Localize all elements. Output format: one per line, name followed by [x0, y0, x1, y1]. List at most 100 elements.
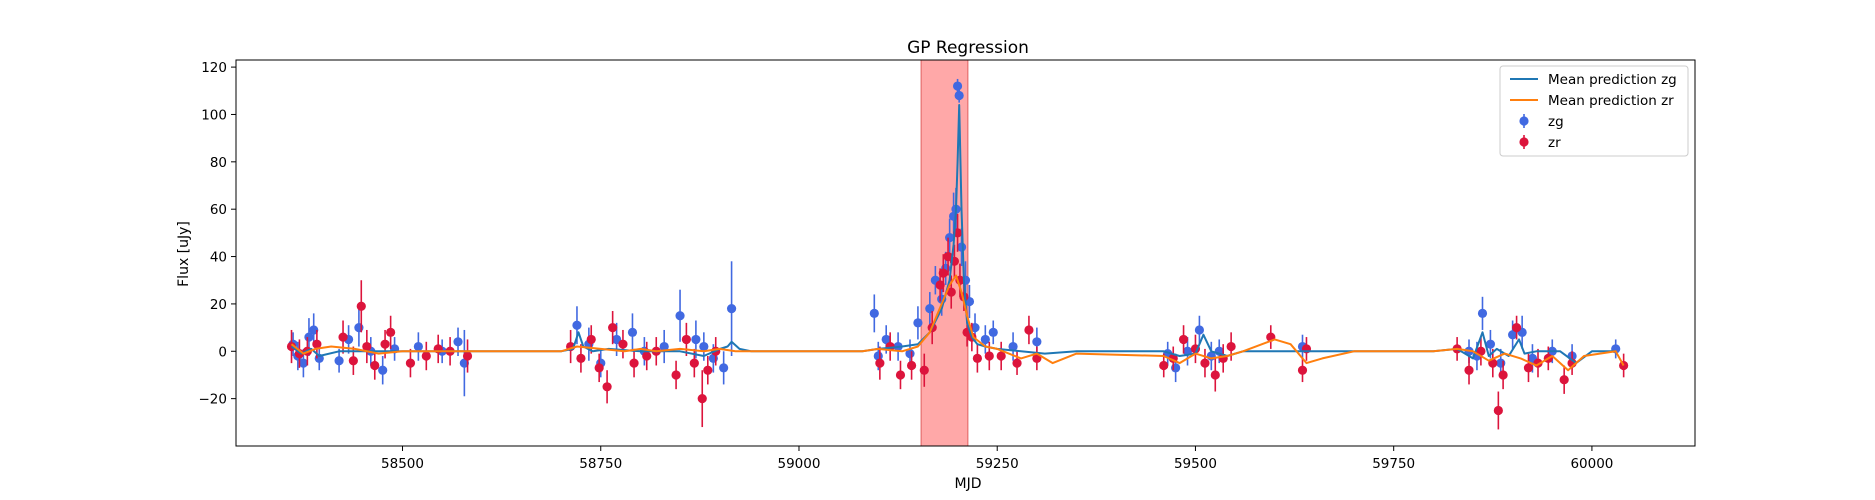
zr-point	[1024, 325, 1034, 335]
y-tick-label: 0	[218, 344, 227, 360]
mean-prediction-layer	[290, 104, 1625, 372]
zr-point	[1464, 365, 1474, 375]
legend-label: Mean prediction zg	[1548, 72, 1677, 88]
zr-point	[972, 353, 982, 363]
zg-point	[453, 337, 463, 347]
zg-point	[988, 327, 998, 337]
zg-point	[659, 341, 669, 352]
zg-point	[309, 325, 319, 335]
legend: Mean prediction zg Mean prediction zr zg zr	[1499, 65, 1689, 157]
zr-point	[602, 382, 612, 392]
zr-point	[1200, 358, 1210, 368]
axes-frame	[235, 59, 1696, 447]
zg-point	[378, 365, 388, 375]
zg-point	[952, 81, 963, 91]
zr-point	[895, 370, 906, 380]
zg-point	[719, 363, 729, 373]
zr-point	[946, 287, 956, 297]
legend-label: zg	[1548, 114, 1564, 130]
y-tick-label: 60	[210, 202, 227, 218]
zg-point	[1032, 337, 1042, 347]
zg-point	[869, 308, 879, 318]
zr-point	[1619, 360, 1629, 371]
zr-point	[608, 322, 618, 333]
zg-point	[699, 341, 709, 352]
zr-point	[671, 370, 681, 380]
zr-point	[386, 327, 396, 337]
zg-point	[1496, 358, 1506, 368]
zr-point	[919, 365, 929, 375]
zg-point	[726, 304, 737, 314]
legend-label: zr	[1548, 135, 1561, 151]
legend-point-swatch	[1519, 137, 1529, 147]
y-axis-label: Flux [uJy]	[176, 221, 192, 287]
zg-point	[675, 311, 685, 321]
zr-point	[1012, 358, 1022, 368]
mean-prediction-zr-line	[290, 274, 1625, 372]
x-tick-label: 59500	[1174, 456, 1217, 472]
zr-point	[576, 353, 586, 363]
x-tick-label: 60000	[1570, 456, 1613, 472]
legend-label: Mean prediction zr	[1548, 93, 1674, 109]
x-tick-label: 59250	[976, 456, 1019, 472]
zr-point	[594, 363, 604, 373]
chart-title: GP Regression	[907, 38, 1029, 58]
zg-point	[1477, 308, 1488, 318]
y-tick-label: 20	[210, 297, 227, 313]
zr-point	[312, 339, 322, 349]
zr-point	[1493, 405, 1503, 416]
zr-point	[380, 339, 390, 349]
y-tick-label: −20	[199, 392, 228, 408]
zg-point	[1171, 363, 1181, 373]
zr-point	[1559, 375, 1569, 385]
zg-point	[913, 318, 923, 328]
zr-point	[984, 351, 994, 361]
zr-point	[421, 351, 431, 361]
zr-point	[618, 339, 628, 349]
zg-point	[612, 334, 622, 345]
zg-point	[413, 341, 423, 352]
mean-prediction-zg-line	[290, 104, 1616, 365]
x-tick-label: 58500	[381, 456, 424, 472]
zg-point	[1008, 341, 1018, 352]
zr-point	[689, 358, 699, 368]
legend-box	[1499, 65, 1689, 157]
zg-point	[572, 320, 582, 330]
zr-point	[906, 360, 917, 371]
y-tick-label: 40	[210, 250, 227, 266]
axes: 58500 58750 59000 59250 59500 59750 60000 −20 0 2…	[199, 59, 1696, 472]
zr-point	[405, 358, 416, 368]
zr-point	[1210, 370, 1220, 380]
x-tick-label: 58750	[579, 456, 622, 472]
errorbar-layer	[286, 78, 1629, 430]
zr-point	[370, 360, 380, 371]
zr-point	[938, 268, 948, 278]
x-axis-label: MJD	[955, 476, 982, 492]
zr-point	[1297, 365, 1308, 375]
zg-point	[298, 358, 308, 368]
zr-point	[875, 358, 885, 368]
zg-point	[354, 322, 364, 333]
x-tick-label: 59750	[1372, 456, 1415, 472]
zg-point	[925, 304, 935, 314]
zr-point	[996, 351, 1006, 361]
y-tick-label: 80	[210, 155, 227, 171]
zg-point	[691, 334, 701, 345]
zg-point	[970, 322, 980, 333]
zr-point	[697, 394, 707, 404]
zr-point	[681, 334, 691, 345]
zg-point	[1485, 339, 1496, 349]
y-tick-label: 120	[201, 60, 227, 76]
zg-point	[1508, 330, 1518, 340]
zr-point	[1159, 360, 1169, 371]
zr-point	[703, 365, 713, 375]
zg-point	[334, 356, 344, 366]
zr-point	[462, 351, 473, 361]
zr-point	[943, 251, 953, 262]
zr-point	[642, 351, 652, 361]
zr-point	[935, 280, 945, 290]
zg-point	[954, 90, 964, 101]
x-tick-label: 59000	[778, 456, 821, 472]
zr-point	[1498, 370, 1508, 380]
